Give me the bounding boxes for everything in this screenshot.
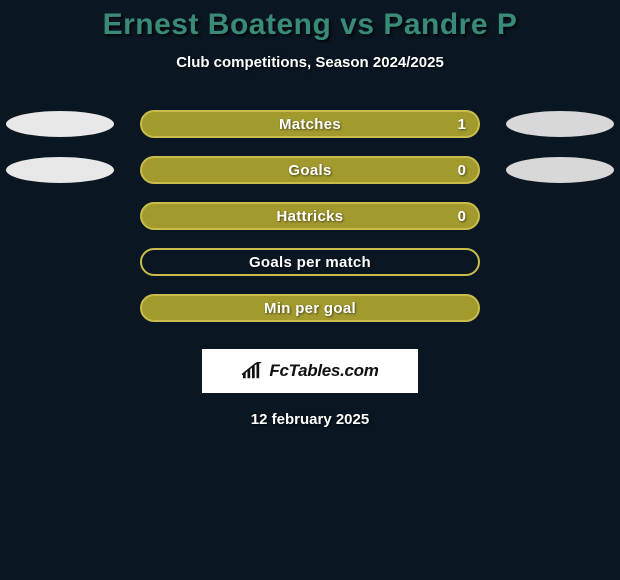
stat-bar: Hattricks 0 (140, 202, 480, 230)
stat-label: Hattricks (277, 208, 344, 225)
stat-label: Goals (288, 162, 331, 179)
date-text: 12 february 2025 (0, 411, 620, 428)
player-left-ellipse (6, 111, 114, 137)
site-logo: FcTables.com (202, 349, 418, 393)
stat-rows: Matches 1 Goals 0 Hattricks 0 Goals per match M… (0, 101, 620, 331)
subtitle: Club competitions, Season 2024/2025 (0, 54, 620, 71)
player-left-ellipse (6, 157, 114, 183)
page-title: Ernest Boateng vs Pandre P (0, 8, 620, 42)
stat-value-right: 0 (458, 208, 466, 225)
stat-value-right: 1 (458, 116, 466, 133)
stat-label: Goals per match (249, 254, 371, 271)
bar-chart-icon (241, 362, 263, 380)
stat-row: Goals per match (0, 239, 620, 285)
stat-label: Min per goal (264, 300, 356, 317)
player-right-ellipse (506, 111, 614, 137)
stat-value-right: 0 (458, 162, 466, 179)
stat-bar: Min per goal (140, 294, 480, 322)
comparison-card: Ernest Boateng vs Pandre P Club competit… (0, 0, 620, 428)
stat-row: Min per goal (0, 285, 620, 331)
logo-text: FcTables.com (269, 361, 378, 381)
player-right-ellipse (506, 157, 614, 183)
stat-label: Matches (279, 116, 341, 133)
stat-row: Hattricks 0 (0, 193, 620, 239)
stat-row: Matches 1 (0, 101, 620, 147)
stat-bar: Goals per match (140, 248, 480, 276)
stat-bar: Goals 0 (140, 156, 480, 184)
stat-bar: Matches 1 (140, 110, 480, 138)
stat-row: Goals 0 (0, 147, 620, 193)
